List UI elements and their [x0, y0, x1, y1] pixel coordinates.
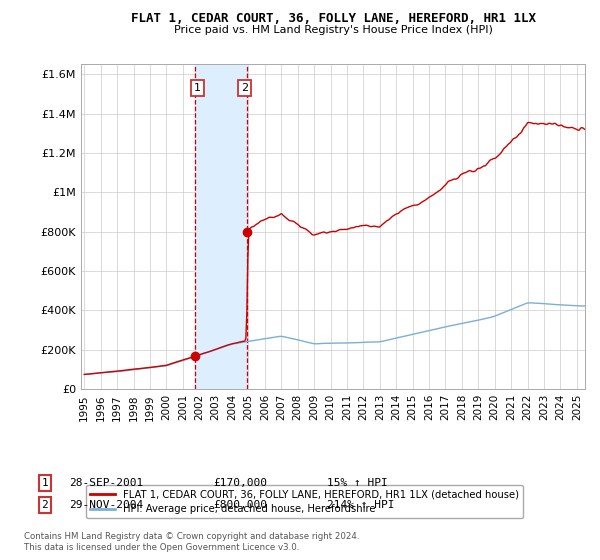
Text: 28-SEP-2001: 28-SEP-2001	[69, 478, 143, 488]
Text: This data is licensed under the Open Government Licence v3.0.: This data is licensed under the Open Gov…	[24, 543, 299, 552]
Text: Contains HM Land Registry data © Crown copyright and database right 2024.: Contains HM Land Registry data © Crown c…	[24, 532, 359, 541]
Bar	[195, 64, 247, 389]
Text: 29-NOV-2004: 29-NOV-2004	[69, 500, 143, 510]
Text: FLAT 1, CEDAR COURT, 36, FOLLY LANE, HEREFORD, HR1 1LX: FLAT 1, CEDAR COURT, 36, FOLLY LANE, HER…	[131, 12, 536, 25]
Legend: FLAT 1, CEDAR COURT, 36, FOLLY LANE, HEREFORD, HR1 1LX (detached house), HPI: Av: FLAT 1, CEDAR COURT, 36, FOLLY LANE, HER…	[86, 485, 523, 518]
Text: 2: 2	[41, 500, 49, 510]
Text: 1: 1	[194, 83, 201, 93]
Text: 2: 2	[241, 83, 248, 93]
Text: 15% ↑ HPI: 15% ↑ HPI	[327, 478, 388, 488]
Text: £170,000: £170,000	[213, 478, 267, 488]
Text: Price paid vs. HM Land Registry's House Price Index (HPI): Price paid vs. HM Land Registry's House …	[173, 25, 493, 35]
Text: 214% ↑ HPI: 214% ↑ HPI	[327, 500, 395, 510]
Text: 1: 1	[41, 478, 49, 488]
Text: £800,000: £800,000	[213, 500, 267, 510]
